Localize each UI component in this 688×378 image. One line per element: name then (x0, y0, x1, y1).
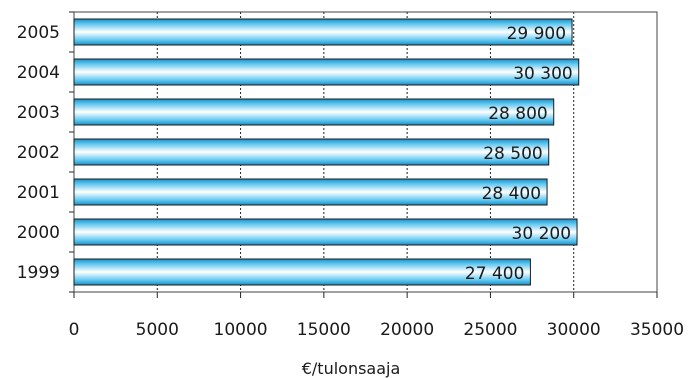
x-tick-label: 35000 (630, 320, 684, 340)
y-tick-label: 2001 (17, 183, 60, 203)
data-label: 29 900 (507, 24, 566, 44)
x-tick-label: 25000 (463, 320, 517, 340)
bar (73, 218, 578, 246)
x-tick-label: 30000 (547, 320, 601, 340)
x-axis-labels: 0 5000 10000 15000 20000 25000 30000 35000 (69, 320, 684, 340)
bar (73, 58, 580, 86)
bar (73, 178, 548, 206)
x-tick-label: 5000 (136, 320, 179, 340)
x-tick-label: 0 (69, 320, 80, 340)
x-axis-title: €/tulonsaaja (302, 359, 401, 378)
data-label: 28 800 (488, 104, 547, 124)
y-tick-label: 2003 (17, 103, 60, 123)
bar (73, 138, 550, 166)
x-tick-label: 20000 (380, 320, 434, 340)
y-tick-label: 1999 (17, 263, 60, 283)
x-tick-label: 15000 (297, 320, 351, 340)
x-tick-label: 10000 (214, 320, 268, 340)
data-label: 30 300 (513, 64, 572, 84)
bar (73, 98, 555, 126)
y-tick-label: 2002 (17, 143, 60, 163)
bars (73, 18, 580, 286)
bar (73, 258, 531, 286)
data-label: 30 200 (512, 224, 571, 244)
data-label: 28 500 (483, 144, 542, 164)
data-label: 27 400 (465, 264, 524, 284)
y-tick-label: 2005 (17, 23, 60, 43)
y-tick-label: 2000 (17, 223, 60, 243)
data-labels: 29 900 30 300 28 800 28 500 28 400 30 200 27 4… (465, 24, 573, 284)
bar (73, 18, 573, 46)
y-axis-labels: 2005 2004 2003 2002 2001 2000 1999 (17, 23, 60, 283)
y-tick-label: 2004 (17, 63, 60, 83)
data-label: 28 400 (482, 184, 541, 204)
